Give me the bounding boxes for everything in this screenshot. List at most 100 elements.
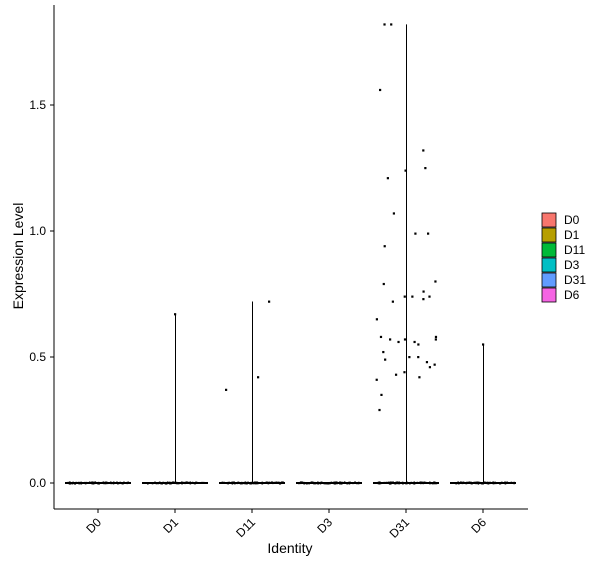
point-D6 xyxy=(468,481,471,484)
legend-label-D0: D0 xyxy=(564,213,580,227)
point-D1 xyxy=(181,482,183,485)
point-D3 xyxy=(336,482,338,485)
point-D31 xyxy=(384,358,387,361)
point-D31 xyxy=(389,482,392,485)
point-D1 xyxy=(202,481,205,484)
point-D0 xyxy=(95,482,97,484)
point-D31 xyxy=(429,481,431,484)
point-D1 xyxy=(148,482,151,484)
x-tick-label: D11 xyxy=(233,515,258,540)
point-D3 xyxy=(352,482,354,485)
point-D11 xyxy=(244,482,247,485)
point-D6 xyxy=(487,482,489,484)
point-D31 xyxy=(383,23,386,26)
point-D1 xyxy=(203,482,206,484)
point-D3 xyxy=(333,481,335,484)
point-D0 xyxy=(92,482,95,485)
point-D6 xyxy=(465,482,467,485)
point-D31 xyxy=(422,482,425,485)
point-D31 xyxy=(403,295,406,298)
point-D0 xyxy=(109,481,112,484)
point-D0 xyxy=(67,481,69,484)
point-D6 xyxy=(506,481,509,484)
point-D31 xyxy=(389,338,392,341)
point-D1 xyxy=(165,482,168,485)
point-D31 xyxy=(417,356,420,359)
point-D11 xyxy=(250,481,253,484)
point-D0 xyxy=(93,481,96,484)
point-D0 xyxy=(100,482,102,484)
point-D3 xyxy=(320,481,323,484)
point-D6 xyxy=(493,482,495,484)
point-D11 xyxy=(256,482,259,485)
point-D11 xyxy=(227,482,229,485)
point-D31 xyxy=(402,482,404,485)
point-D0 xyxy=(83,481,86,484)
point-D31 xyxy=(413,481,416,484)
point-D6 xyxy=(473,482,475,484)
point-D1 xyxy=(171,482,173,484)
point-D11 xyxy=(261,482,263,485)
point-D31 xyxy=(398,481,401,484)
point-D31 xyxy=(400,482,403,485)
legend-label-D1: D1 xyxy=(564,228,580,242)
point-D0 xyxy=(78,481,80,484)
point-D3 xyxy=(349,481,351,484)
point-D31 xyxy=(434,338,437,341)
point-D11 xyxy=(233,481,235,484)
point-D3 xyxy=(343,481,346,484)
point-D31 xyxy=(427,232,430,235)
point-D31 xyxy=(422,481,425,484)
point-D1 xyxy=(172,481,175,484)
point-D0 xyxy=(123,481,125,484)
point-D0 xyxy=(72,481,74,484)
point-D11 xyxy=(227,481,230,484)
point-D1 xyxy=(182,482,184,484)
x-tick-label: D1 xyxy=(160,515,181,536)
point-D1 xyxy=(146,482,149,484)
point-D6 xyxy=(477,482,480,485)
y-tick-label: 1.0 xyxy=(29,224,46,238)
point-D11 xyxy=(224,482,227,484)
point-D31 xyxy=(418,376,421,379)
point-D6 xyxy=(485,481,488,484)
point-D31 xyxy=(405,482,407,485)
point-D11 xyxy=(280,481,283,484)
point-D0 xyxy=(102,481,105,484)
point-D6 xyxy=(484,482,486,484)
point-D0 xyxy=(91,481,93,484)
axes: 0.0 0.5 1.0 1.5 D0 D1 D11 D3 D31 D6 xyxy=(29,5,528,541)
point-D0 xyxy=(104,481,107,484)
point-D31 xyxy=(377,481,380,484)
point-D31 xyxy=(394,373,398,376)
point-D31 xyxy=(403,371,406,374)
point-D31 xyxy=(419,482,422,485)
point-D31 xyxy=(406,482,408,484)
point-D3 xyxy=(311,481,314,484)
point-D31 xyxy=(434,335,438,339)
point-D11 xyxy=(223,481,225,484)
point-D6 xyxy=(482,343,485,346)
point-D31 xyxy=(384,481,387,484)
point-D11 xyxy=(237,481,239,484)
point-D3 xyxy=(303,481,306,484)
point-D31 xyxy=(411,482,414,485)
point-D3 xyxy=(327,482,330,485)
point-D0 xyxy=(101,481,103,484)
point-D1 xyxy=(189,481,191,484)
point-D6 xyxy=(474,482,477,485)
point-D6 xyxy=(455,482,457,484)
point-D6 xyxy=(513,481,515,484)
point-D11 xyxy=(274,481,277,484)
point-D1 xyxy=(159,481,161,484)
point-D6 xyxy=(504,482,507,485)
point-D3 xyxy=(355,482,358,484)
point-D3 xyxy=(337,481,340,484)
point-D11 xyxy=(282,481,285,484)
point-D11 xyxy=(241,482,243,485)
point-D0 xyxy=(124,482,126,484)
point-D11 xyxy=(221,481,224,484)
point-D31 xyxy=(423,481,426,484)
point-D31 xyxy=(398,482,401,485)
